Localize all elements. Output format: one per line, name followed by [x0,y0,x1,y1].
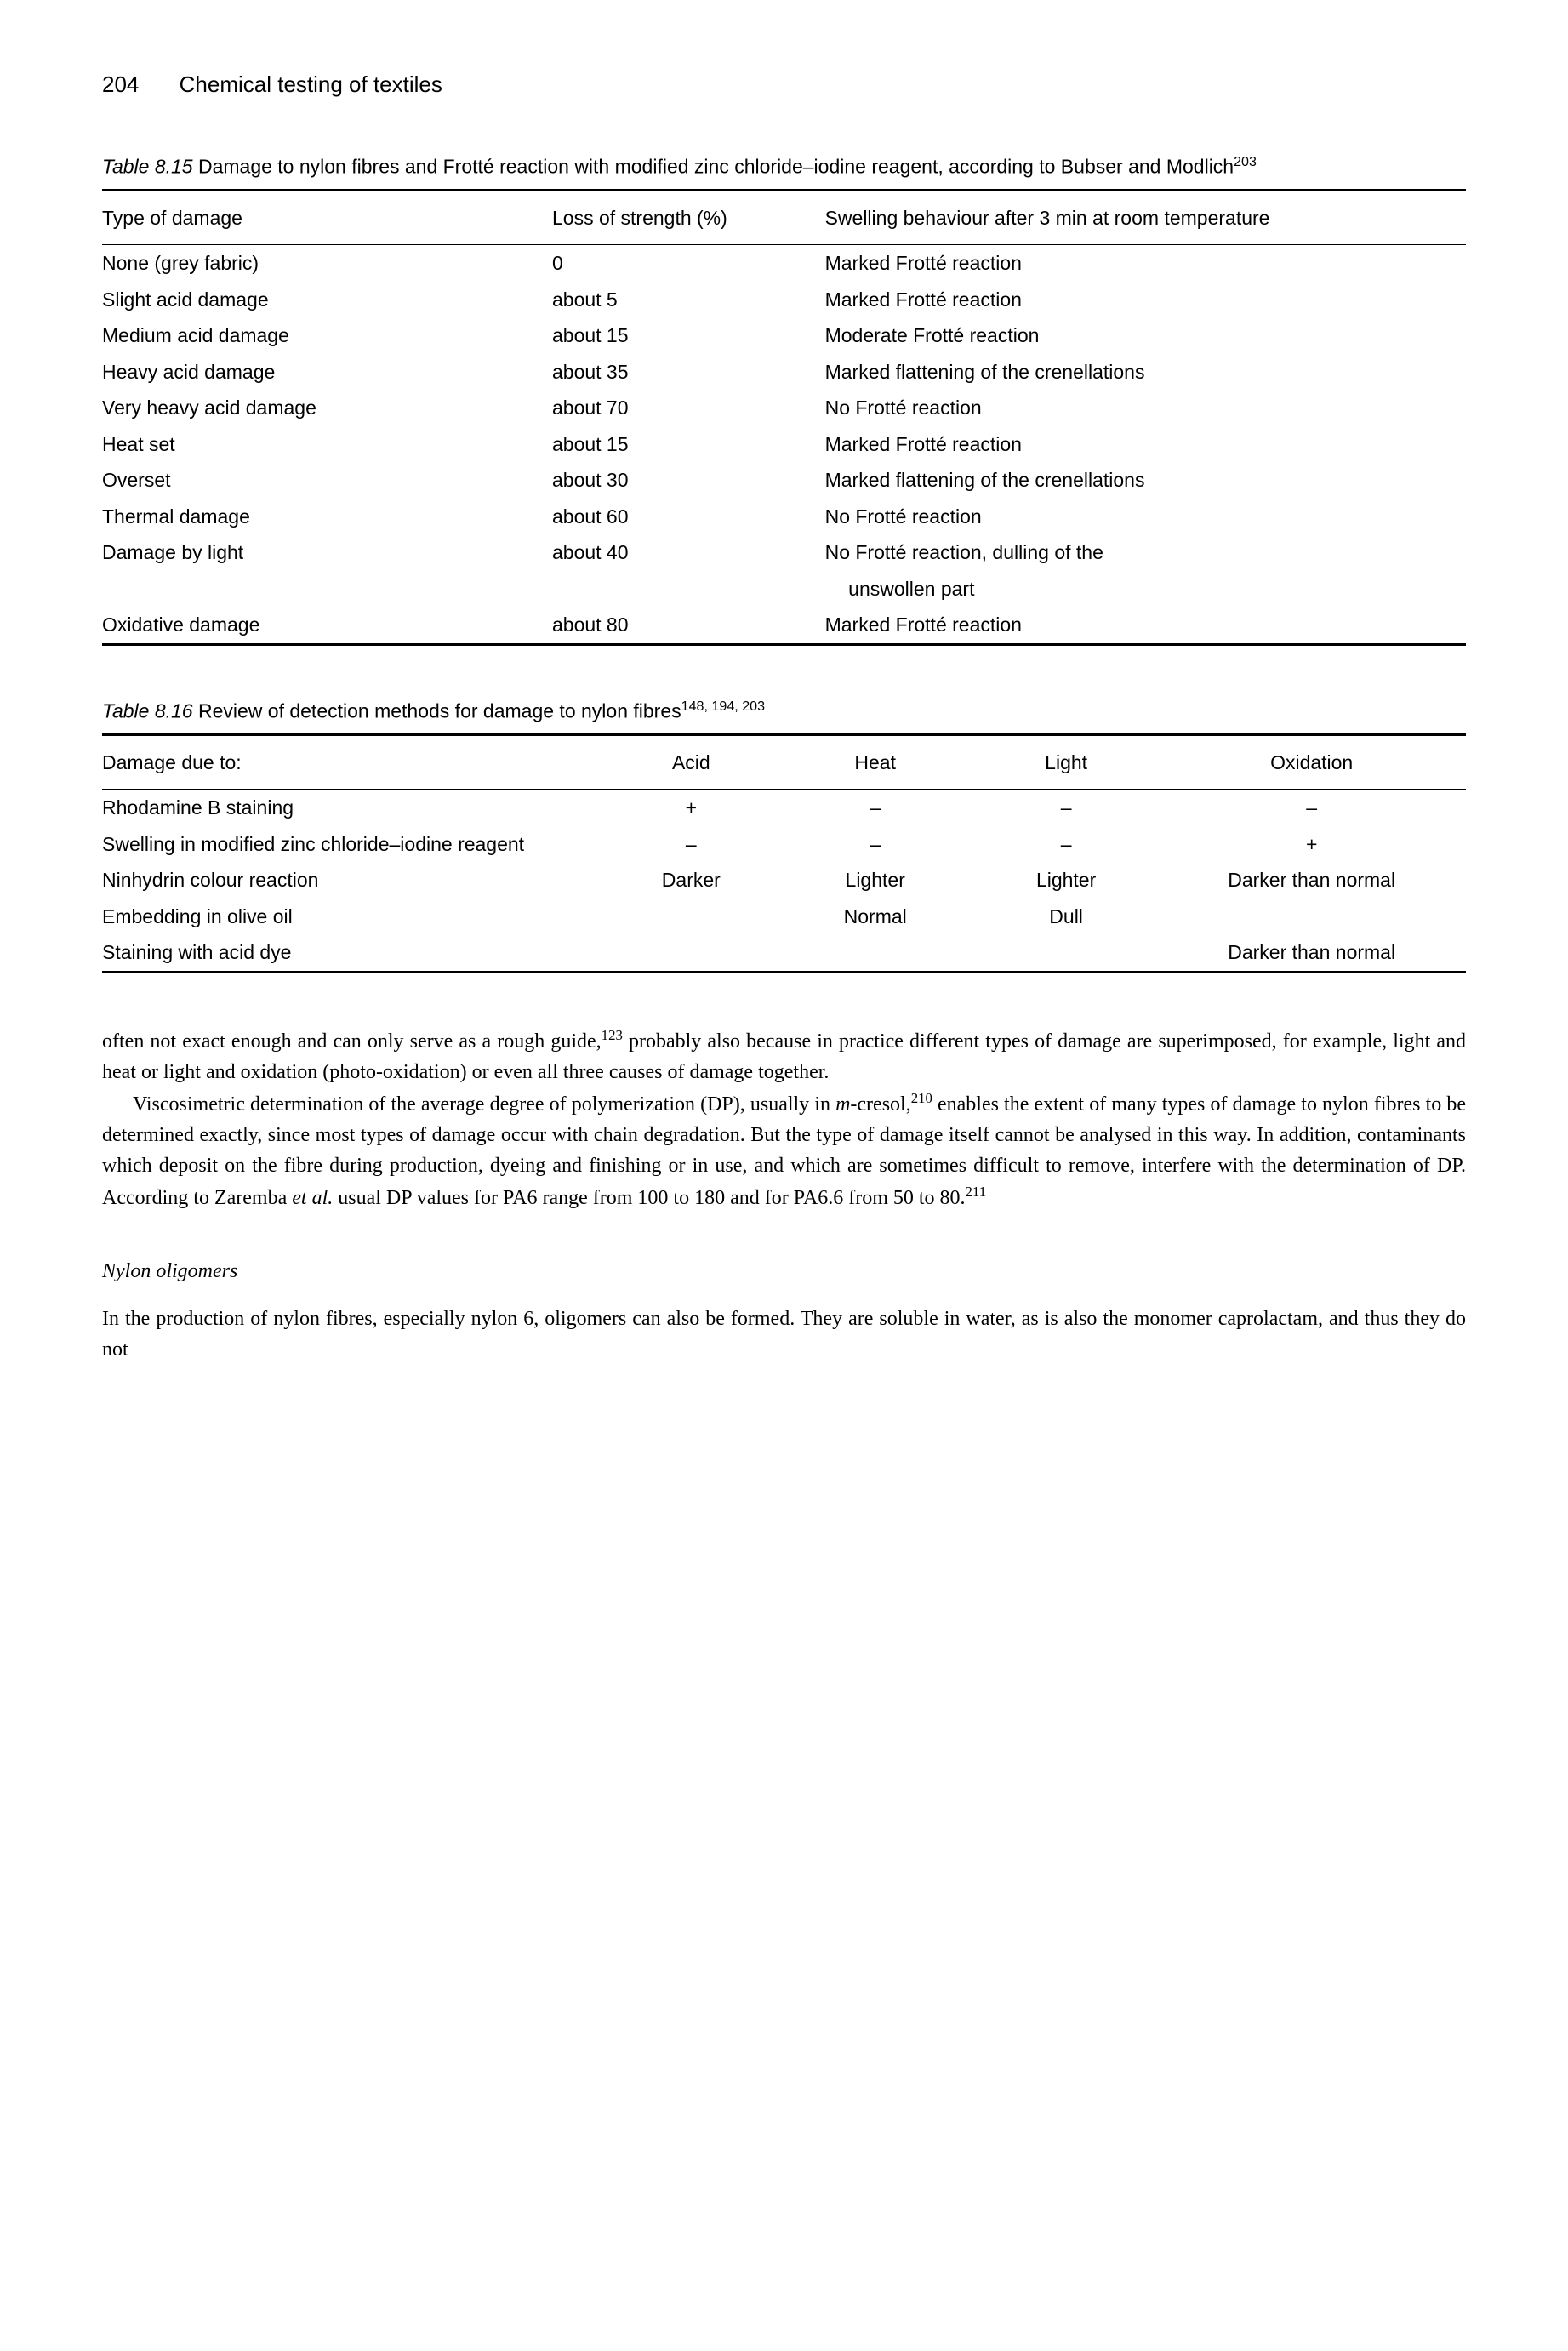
running-title: Chemical testing of textiles [180,71,442,97]
table-816-col1-header: Damage due to: [102,734,607,790]
table-815-caption-text: Damage to nylon fibres and Frotté reacti… [193,156,1234,178]
table-815-label: Table 8.15 [102,156,193,178]
table-row: Rhodamine B staining+––– [102,790,1466,826]
table-row: Embedding in olive oilNormalDull [102,899,1466,935]
paragraph-1: often not exact enough and can only serv… [102,1024,1466,1087]
table-row: None (grey fabric)0Marked Frotté reactio… [102,245,1466,282]
table-816-col4-header: Light [975,734,1166,790]
table-816-label: Table 8.16 [102,700,193,722]
ref-sup: 211 [966,1184,987,1200]
table-815-caption: Table 8.15 Damage to nylon fibres and Fr… [102,152,1466,180]
table-816-col5-header: Oxidation [1166,734,1466,790]
table-816-col3-header: Heat [784,734,975,790]
table-row: Slight acid damageabout 5Marked Frotté r… [102,282,1466,318]
table-816-caption-text: Review of detection methods for damage t… [193,700,681,722]
table-row: unswollen part [102,571,1466,608]
table-815-caption-sup: 203 [1234,154,1257,169]
table-row: Medium acid damageabout 15Moderate Frott… [102,317,1466,354]
table-816-caption-sup: 148, 194, 203 [681,699,765,714]
table-row: Damage by lightabout 40No Frotté reactio… [102,534,1466,571]
table-816-caption: Table 8.16 Review of detection methods f… [102,697,1466,725]
table-815: Type of damage Loss of strength (%) Swel… [102,189,1466,646]
table-row: Swelling in modified zinc chloride–iodin… [102,826,1466,863]
table-row: Heavy acid damageabout 35Marked flatteni… [102,354,1466,391]
table-row: Ninhydrin colour reactionDarkerLighterLi… [102,862,1466,899]
paragraph-2: Viscosimetric determination of the avera… [102,1087,1466,1213]
table-row: Very heavy acid damageabout 70No Frotté … [102,390,1466,426]
table-row: Oversetabout 30Marked flattening of the … [102,462,1466,499]
body-text: often not exact enough and can only serv… [102,1024,1466,1365]
table-816-body: Rhodamine B staining+––– Swelling in mod… [102,790,1466,973]
ref-sup: 123 [602,1027,623,1043]
table-row: Heat setabout 15Marked Frotté reaction [102,426,1466,463]
table-row: Staining with acid dyeDarker than normal [102,934,1466,972]
table-815-col1-header: Type of damage [102,190,552,245]
table-816-col2-header: Acid [607,734,784,790]
table-row: Thermal damageabout 60No Frotté reaction [102,499,1466,535]
section-heading-nylon-oligomers: Nylon oligomers [102,1256,1466,1287]
page-number: 204 [102,71,139,97]
paragraph-3: In the production of nylon fibres, espec… [102,1304,1466,1365]
page-header: 204 Chemical testing of textiles [102,68,1466,101]
table-row: Oxidative damageabout 80Marked Frotté re… [102,607,1466,644]
ref-sup: 210 [911,1090,932,1106]
table-815-header-row: Type of damage Loss of strength (%) Swel… [102,190,1466,245]
table-815-col2-header: Loss of strength (%) [552,190,825,245]
table-815-body: None (grey fabric)0Marked Frotté reactio… [102,245,1466,645]
table-816-header-row: Damage due to: Acid Heat Light Oxidation [102,734,1466,790]
table-816: Damage due to: Acid Heat Light Oxidation… [102,733,1466,973]
table-815-col3-header: Swelling behaviour after 3 min at room t… [825,190,1466,245]
